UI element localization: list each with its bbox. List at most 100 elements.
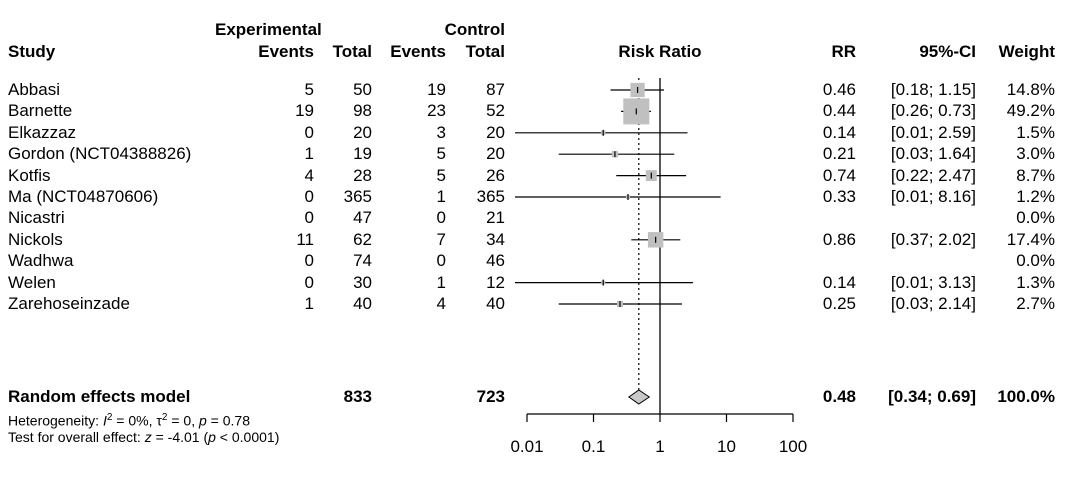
row-exp-events: 0 (304, 122, 314, 142)
row-ctrl-total: 26 (486, 165, 505, 185)
row-weight-value: 3.0% (1016, 144, 1055, 164)
row-exp-total: 62 (353, 229, 372, 249)
x-tick-label: 10 (717, 437, 736, 456)
row-study-name: Nickols (8, 229, 63, 249)
x-tick-label: 0.01 (510, 437, 543, 456)
header-exp-events: Events (258, 42, 314, 61)
summary-label: Random effects model (8, 387, 191, 406)
summary-ctrl-total: 723 (476, 387, 505, 406)
summary-weight: 100.0% (997, 387, 1055, 406)
summary-diamond (627, 389, 651, 405)
heterogeneity-text: Heterogeneity: I2 = 0%, τ2 = 0, p = 0.78 (8, 412, 250, 429)
row-study-name: Ma (NCT04870606) (8, 187, 159, 206)
row-rr-value: 0.25 (822, 294, 856, 313)
row-ctrl-total: 12 (486, 272, 505, 292)
row-study-name: Barnette (8, 101, 73, 121)
row-exp-total: 74 (353, 251, 372, 271)
row-ci-value: [0.03; 2.14] (890, 294, 976, 313)
header-study: Study (8, 42, 56, 61)
row-rr-value: 0.33 (822, 187, 856, 206)
row-ctrl-total: 365 (476, 187, 505, 206)
row-ctrl-total: 52 (486, 101, 505, 121)
row-rr-value: 0.86 (822, 229, 856, 249)
row-exp-events: 1 (304, 294, 314, 313)
row-exp-total: 28 (353, 165, 372, 185)
header-control: Control (444, 20, 505, 39)
row-exp-total: 19 (353, 144, 372, 164)
row-exp-events: 0 (304, 208, 314, 228)
row-ctrl-events: 1 (436, 272, 446, 292)
x-tick-label: 100 (779, 437, 807, 456)
row-weight-value: 0.0% (1016, 251, 1055, 271)
row-rr-value: 0.14 (822, 122, 856, 142)
row-exp-total: 50 (353, 80, 372, 99)
row-ctrl-total: 46 (486, 251, 505, 271)
row-rr-value: 0.14 (822, 272, 856, 292)
row-exp-total: 365 (343, 187, 372, 206)
row-exp-events: 0 (304, 251, 314, 271)
row-weight-value: 0.0% (1016, 208, 1055, 228)
header-weight: Weight (998, 42, 1055, 61)
row-ctrl-events: 5 (436, 144, 446, 164)
row-ctrl-events: 1 (436, 187, 446, 206)
header-ctrl-events: Events (390, 42, 446, 61)
row-ctrl-total: 34 (486, 229, 505, 249)
row-weight-value: 17.4% (1006, 229, 1055, 249)
header-rr: RR (831, 42, 856, 61)
row-exp-total: 47 (353, 208, 372, 228)
header-risk-ratio: Risk Ratio (618, 42, 702, 61)
row-ctrl-events: 3 (436, 122, 446, 142)
summary-exp-total: 833 (343, 387, 372, 406)
x-tick-label: 1 (655, 437, 664, 456)
row-exp-total: 30 (353, 272, 372, 292)
row-exp-events: 1 (304, 144, 314, 164)
row-weight-value: 1.2% (1016, 187, 1055, 206)
x-tick-label: 0.1 (582, 437, 606, 456)
header-exp-total: Total (332, 42, 372, 61)
row-rr-value: 0.21 (822, 144, 856, 164)
summary-ci: [0.34; 0.69] (888, 387, 976, 406)
row-weight-value: 49.2% (1006, 101, 1055, 121)
row-study-name: Zarehoseinzade (8, 294, 130, 313)
row-exp-events: 0 (304, 187, 314, 206)
row-ctrl-events: 0 (436, 251, 446, 271)
row-ctrl-events: 23 (427, 101, 446, 121)
row-study-name: Abbasi (8, 80, 60, 99)
row-exp-total: 20 (353, 122, 372, 142)
row-ci-value: [0.26; 0.73] (890, 101, 976, 121)
row-exp-total: 98 (353, 101, 372, 121)
row-ctrl-total: 20 (486, 144, 505, 164)
row-exp-events: 19 (295, 101, 314, 121)
row-exp-events: 4 (304, 165, 314, 185)
header-ctrl-total: Total (465, 42, 505, 61)
row-weight-value: 1.5% (1016, 122, 1055, 142)
row-ctrl-events: 19 (427, 80, 446, 99)
row-ci-value: [0.03; 1.64] (890, 144, 976, 164)
row-study-name: Elkazzaz (8, 122, 77, 142)
row-weight-value: 2.7% (1016, 294, 1055, 313)
row-study-name: Gordon (NCT04388826) (8, 144, 192, 164)
row-ctrl-events: 0 (436, 208, 446, 228)
header-ci: 95%-CI (919, 42, 976, 61)
row-ctrl-events: 4 (436, 294, 446, 313)
row-ctrl-total: 87 (486, 80, 505, 99)
row-weight-value: 1.3% (1016, 272, 1055, 292)
row-rr-value: 0.44 (822, 101, 856, 121)
row-weight-value: 8.7% (1016, 165, 1055, 185)
row-ctrl-events: 5 (436, 165, 446, 185)
row-study-name: Wadhwa (8, 251, 74, 271)
row-study-name: Nicastri (8, 208, 65, 228)
row-ctrl-events: 7 (436, 229, 446, 249)
row-weight-value: 14.8% (1006, 80, 1055, 99)
row-ci-value: [0.01; 3.13] (890, 272, 976, 292)
row-rr-value: 0.74 (822, 165, 856, 185)
row-ctrl-total: 20 (486, 122, 505, 142)
row-exp-total: 40 (353, 294, 372, 313)
header-experimental: Experimental (215, 20, 322, 39)
overall-effect-text: Test for overall effect: z = -4.01 (p < … (8, 429, 280, 445)
row-rr-value: 0.46 (822, 80, 856, 99)
row-exp-events: 0 (304, 272, 314, 292)
summary-rr: 0.48 (822, 387, 856, 406)
row-ci-value: [0.22; 2.47] (890, 165, 976, 185)
